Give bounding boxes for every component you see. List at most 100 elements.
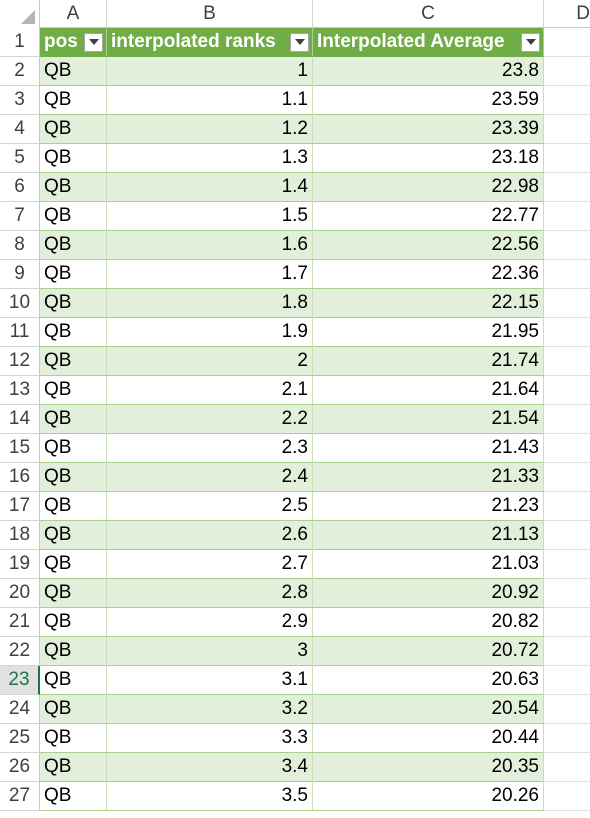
cell-interpolated-rank[interactable]: 1.8	[107, 289, 313, 318]
cell-interpolated-rank[interactable]: 2.8	[107, 579, 313, 608]
cell-interpolated-average[interactable]: 23.39	[313, 115, 544, 144]
column-header-a[interactable]: A	[40, 0, 107, 28]
cell-interpolated-rank[interactable]: 3.4	[107, 753, 313, 782]
header-cell-interpolated-ranks[interactable]: interpolated ranks	[107, 28, 313, 57]
row-header[interactable]: 22	[0, 637, 40, 666]
cell-pos[interactable]: QB	[40, 86, 107, 115]
cell-empty[interactable]	[544, 666, 590, 695]
row-header[interactable]: 6	[0, 173, 40, 202]
cell-interpolated-rank[interactable]: 3	[107, 637, 313, 666]
cell-pos[interactable]: QB	[40, 608, 107, 637]
row-header[interactable]: 5	[0, 144, 40, 173]
cell-pos[interactable]: QB	[40, 782, 107, 811]
cell-interpolated-average[interactable]: 23.59	[313, 86, 544, 115]
cell-pos[interactable]: QB	[40, 434, 107, 463]
cell-empty[interactable]	[544, 637, 590, 666]
cell-interpolated-rank[interactable]: 1	[107, 57, 313, 86]
row-header[interactable]: 12	[0, 347, 40, 376]
cell-empty[interactable]	[544, 724, 590, 753]
cell-empty[interactable]	[544, 173, 590, 202]
cell-interpolated-average[interactable]: 20.63	[313, 666, 544, 695]
cell-interpolated-average[interactable]: 21.23	[313, 492, 544, 521]
cell-pos[interactable]: QB	[40, 144, 107, 173]
cell-empty[interactable]	[544, 463, 590, 492]
cell-interpolated-rank[interactable]: 2.5	[107, 492, 313, 521]
cell-empty[interactable]	[544, 202, 590, 231]
row-header[interactable]: 25	[0, 724, 40, 753]
cell-pos[interactable]: QB	[40, 289, 107, 318]
row-header[interactable]: 24	[0, 695, 40, 724]
cell-interpolated-average[interactable]: 20.26	[313, 782, 544, 811]
cell-interpolated-average[interactable]: 20.35	[313, 753, 544, 782]
cell-empty[interactable]	[544, 115, 590, 144]
cell-pos[interactable]: QB	[40, 637, 107, 666]
cell-interpolated-average[interactable]: 21.03	[313, 550, 544, 579]
filter-dropdown-button[interactable]	[290, 32, 309, 52]
cell-interpolated-average[interactable]: 20.54	[313, 695, 544, 724]
cell-interpolated-average[interactable]: 21.54	[313, 405, 544, 434]
row-header[interactable]: 10	[0, 289, 40, 318]
cell-pos[interactable]: QB	[40, 753, 107, 782]
cell-empty[interactable]	[544, 231, 590, 260]
cell-empty[interactable]	[544, 318, 590, 347]
header-cell-pos[interactable]: pos	[40, 28, 107, 57]
row-header[interactable]: 8	[0, 231, 40, 260]
row-header[interactable]: 16	[0, 463, 40, 492]
cell-pos[interactable]: QB	[40, 724, 107, 753]
select-all-button[interactable]	[0, 0, 40, 28]
header-cell-interpolated-average[interactable]: Interpolated Average	[313, 28, 544, 57]
cell-interpolated-average[interactable]: 21.13	[313, 521, 544, 550]
cell-interpolated-average[interactable]: 22.15	[313, 289, 544, 318]
cell-interpolated-average[interactable]: 21.74	[313, 347, 544, 376]
cell-interpolated-average[interactable]: 20.44	[313, 724, 544, 753]
cell-pos[interactable]: QB	[40, 57, 107, 86]
row-header[interactable]: 26	[0, 753, 40, 782]
cell-pos[interactable]: QB	[40, 318, 107, 347]
cell-interpolated-rank[interactable]: 3.1	[107, 666, 313, 695]
cell-empty[interactable]	[544, 521, 590, 550]
cell-pos[interactable]: QB	[40, 115, 107, 144]
cell-interpolated-rank[interactable]: 2	[107, 347, 313, 376]
row-header[interactable]: 11	[0, 318, 40, 347]
cell-interpolated-rank[interactable]: 2.6	[107, 521, 313, 550]
cell-interpolated-average[interactable]: 21.43	[313, 434, 544, 463]
cell-pos[interactable]: QB	[40, 260, 107, 289]
cell-interpolated-average[interactable]: 22.98	[313, 173, 544, 202]
column-header-d[interactable]: D	[576, 3, 590, 24]
row-header[interactable]: 2	[0, 57, 40, 86]
filter-dropdown-button[interactable]	[521, 32, 540, 52]
cell-empty[interactable]	[544, 608, 590, 637]
cell-empty[interactable]	[544, 144, 590, 173]
row-header[interactable]: 20	[0, 579, 40, 608]
row-header[interactable]: 3	[0, 86, 40, 115]
row-header[interactable]: 27	[0, 782, 40, 811]
cell-empty[interactable]	[544, 57, 590, 86]
cell-empty[interactable]	[544, 28, 590, 57]
cell-pos[interactable]: QB	[40, 347, 107, 376]
cell-interpolated-rank[interactable]: 2.9	[107, 608, 313, 637]
cell-interpolated-rank[interactable]: 2.3	[107, 434, 313, 463]
row-header[interactable]: 14	[0, 405, 40, 434]
row-header[interactable]: 15	[0, 434, 40, 463]
cell-pos[interactable]: QB	[40, 173, 107, 202]
cell-interpolated-rank[interactable]: 2.7	[107, 550, 313, 579]
cell-interpolated-average[interactable]: 21.64	[313, 376, 544, 405]
cell-interpolated-rank[interactable]: 1.7	[107, 260, 313, 289]
cell-pos[interactable]: QB	[40, 405, 107, 434]
cell-interpolated-average[interactable]: 23.18	[313, 144, 544, 173]
row-header[interactable]: 21	[0, 608, 40, 637]
cell-pos[interactable]: QB	[40, 521, 107, 550]
cell-empty[interactable]	[544, 405, 590, 434]
row-header[interactable]: 13	[0, 376, 40, 405]
cell-interpolated-rank[interactable]: 1.1	[107, 86, 313, 115]
cell-empty[interactable]	[544, 289, 590, 318]
cell-interpolated-rank[interactable]: 2.2	[107, 405, 313, 434]
filter-dropdown-button[interactable]	[84, 32, 103, 52]
cell-interpolated-rank[interactable]: 1.2	[107, 115, 313, 144]
cell-interpolated-average[interactable]: 22.56	[313, 231, 544, 260]
cell-interpolated-average[interactable]: 20.82	[313, 608, 544, 637]
cell-pos[interactable]: QB	[40, 666, 107, 695]
cell-interpolated-rank[interactable]: 2.1	[107, 376, 313, 405]
cell-pos[interactable]: QB	[40, 202, 107, 231]
cell-empty[interactable]	[544, 86, 590, 115]
